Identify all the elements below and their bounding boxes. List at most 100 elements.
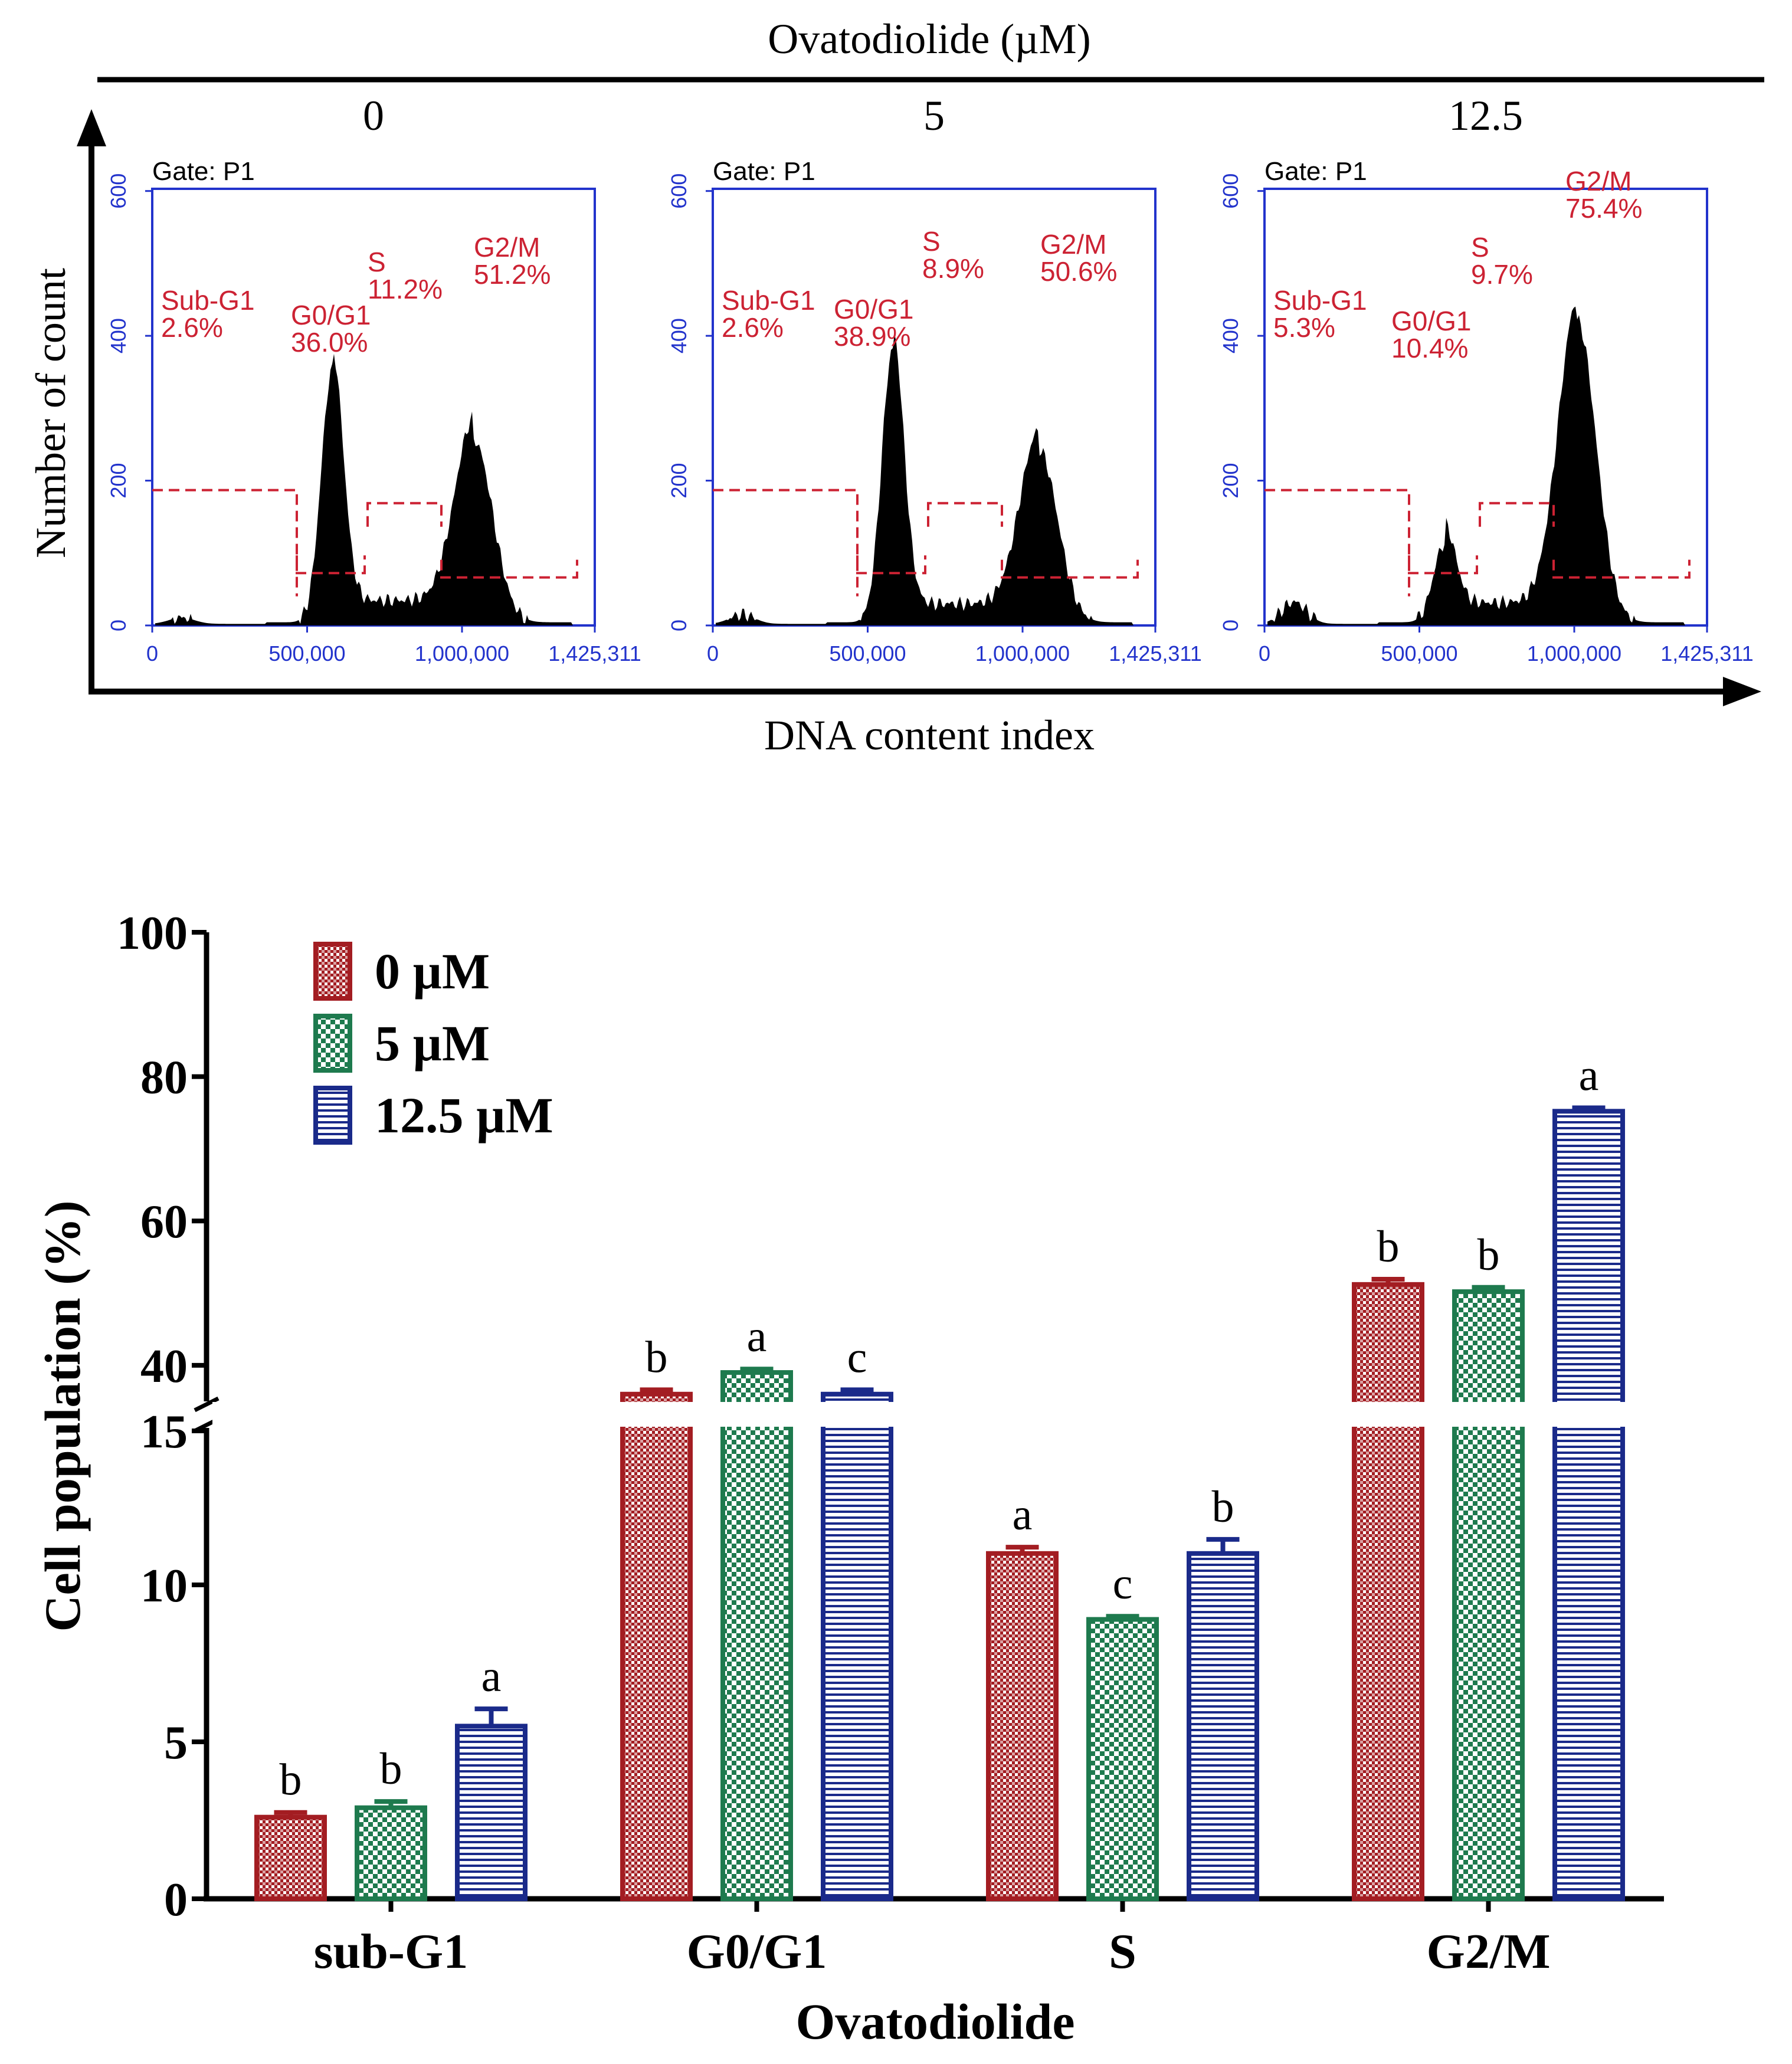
significance-letter: b <box>1478 1230 1500 1280</box>
histogram-panel: 12.5 Gate: P1 0 200 400 600 0 500,000 1,000,000 1… <box>1218 92 1754 666</box>
hist-y-tick-label: 400 <box>1218 318 1243 353</box>
label-g0g1-percent: 38.9% <box>834 321 910 352</box>
bar <box>1352 1282 1424 1901</box>
y-tick-label: 40 <box>140 1341 188 1393</box>
gate-g2m <box>1552 559 1691 579</box>
significance-letter: c <box>847 1332 867 1382</box>
significance-letter: b <box>1377 1222 1400 1272</box>
x-tick-label: G0/G1 <box>686 1924 827 1979</box>
gate-g0g1 <box>296 555 366 575</box>
label-g0g1-percent: 10.4% <box>1391 333 1468 363</box>
legend-label: 5 µM <box>375 1015 490 1072</box>
panel-gate-label: Gate: P1 <box>713 157 815 186</box>
legend-label: 12.5 µM <box>375 1087 553 1144</box>
hist-x-tick-label: 1,000,000 <box>975 641 1070 666</box>
bar <box>986 1551 1059 1902</box>
hist-y-tick-label: 0 <box>667 620 691 631</box>
significance-letter: a <box>1579 1050 1599 1100</box>
label-s-name: S <box>1471 232 1489 263</box>
label-g0g1-name: G0/G1 <box>291 300 371 330</box>
y-tick-label: 100 <box>117 907 188 959</box>
hist-y-tick-label: 0 <box>106 620 130 631</box>
top-title: Ovatodiolide (µM) <box>768 15 1090 63</box>
y-tick-label: 60 <box>140 1196 188 1248</box>
hist-y-tick-label: 600 <box>106 173 130 209</box>
x-tick-label: G2/M <box>1427 1924 1551 1979</box>
y-tick-label: 15 <box>140 1406 188 1458</box>
hist-y-tick-label: 600 <box>667 173 691 209</box>
bar <box>355 1805 427 1901</box>
hist-x-tick-label: 500,000 <box>1381 641 1457 666</box>
hist-x-tick-label: 0 <box>707 641 719 666</box>
bar <box>455 1724 528 1901</box>
label-g2m-percent: 50.6% <box>1040 256 1117 287</box>
x-tick-label: sub-G1 <box>314 1924 468 1979</box>
histogram-silhouette <box>716 333 1141 625</box>
label-subg1-name: Sub-G1 <box>161 285 255 316</box>
significance-letter: b <box>646 1332 668 1382</box>
y-axis-title: Cell population (%) <box>34 1200 91 1631</box>
hist-y-tick-label: 400 <box>667 318 691 353</box>
hist-x-tick-label: 1,425,311 <box>1660 641 1753 666</box>
label-subg1-name: Sub-G1 <box>1273 285 1367 316</box>
panel-dose-label: 12.5 <box>1449 92 1523 139</box>
bar <box>821 1391 893 1902</box>
bar <box>1452 1289 1525 1901</box>
gate-subg1 <box>713 489 859 597</box>
gate-g0g1 <box>1408 555 1478 575</box>
histogram-silhouette <box>155 353 580 625</box>
hist-x-tick-label: 0 <box>1259 641 1270 666</box>
hist-x-tick-label: 1,425,311 <box>1109 641 1201 666</box>
label-g2m-name: G2/M <box>474 232 540 263</box>
label-subg1-percent: 2.6% <box>161 312 223 343</box>
hist-y-tick-label: 200 <box>1218 463 1243 499</box>
bar <box>1086 1617 1159 1902</box>
top-y-axis-arrow <box>77 109 106 693</box>
significance-letter: a <box>481 1652 502 1701</box>
hist-x-tick-label: 500,000 <box>829 641 906 666</box>
label-s-percent: 9.7% <box>1471 259 1533 290</box>
label-g2m-name: G2/M <box>1040 229 1106 260</box>
hist-y-tick-label: 200 <box>106 463 130 499</box>
significance-letter: c <box>1113 1559 1133 1608</box>
hist-x-tick-label: 0 <box>146 641 158 666</box>
histogram-silhouette <box>1267 306 1692 625</box>
histogram-panel: 5 Gate: P1 0 200 400 600 0 500,000 1,000,000 1,42… <box>667 92 1202 666</box>
label-g0g1-name: G0/G1 <box>834 294 914 325</box>
hist-y-tick-label: 600 <box>1218 173 1243 209</box>
hist-y-tick-label: 200 <box>667 463 691 499</box>
histogram-panel: 0 Gate: P1 0 200 400 600 0 500,000 1,000,000 1,42… <box>106 92 641 666</box>
hist-x-tick-label: 1,425,311 <box>548 641 641 666</box>
legend: 0 µM 5 µM 12.5 µM <box>313 942 553 1145</box>
label-s-name: S <box>368 247 386 277</box>
panel-dose-label: 0 <box>363 92 384 139</box>
hist-y-tick-label: 0 <box>1218 620 1243 631</box>
hist-x-tick-label: 1,000,000 <box>1527 641 1621 666</box>
panel-gate-label: Gate: P1 <box>152 157 255 186</box>
y-tick-label: 80 <box>140 1052 188 1104</box>
histogram-section: Ovatodiolide (µM) Number of count DNA co… <box>27 15 1764 759</box>
x-axis-title: Ovatodiolide <box>795 1993 1074 2050</box>
gate-g2m <box>440 559 578 579</box>
significance-letter: a <box>747 1312 767 1361</box>
significance-letter: b <box>1212 1482 1234 1532</box>
label-subg1-percent: 5.3% <box>1273 312 1335 343</box>
label-g2m-percent: 51.2% <box>474 259 551 290</box>
label-subg1-percent: 2.6% <box>722 312 784 343</box>
significance-letter: a <box>1013 1490 1033 1539</box>
hist-y-tick-label: 400 <box>106 318 130 353</box>
legend-swatch <box>313 1014 352 1073</box>
gate-g0g1 <box>856 555 926 575</box>
label-g2m-percent: 75.4% <box>1565 193 1642 224</box>
bar <box>1552 1109 1625 1901</box>
y-tick-label: 5 <box>164 1717 188 1769</box>
gate-s <box>1479 502 1555 527</box>
legend-swatch <box>313 942 352 1001</box>
top-y-label: Number of count <box>27 268 74 558</box>
y-tick-label: 0 <box>164 1874 188 1926</box>
label-g2m-name: G2/M <box>1565 166 1632 196</box>
bar <box>1187 1551 1259 1902</box>
legend-label: 0 µM <box>375 943 490 1000</box>
axis-break-mark <box>194 1396 220 1413</box>
